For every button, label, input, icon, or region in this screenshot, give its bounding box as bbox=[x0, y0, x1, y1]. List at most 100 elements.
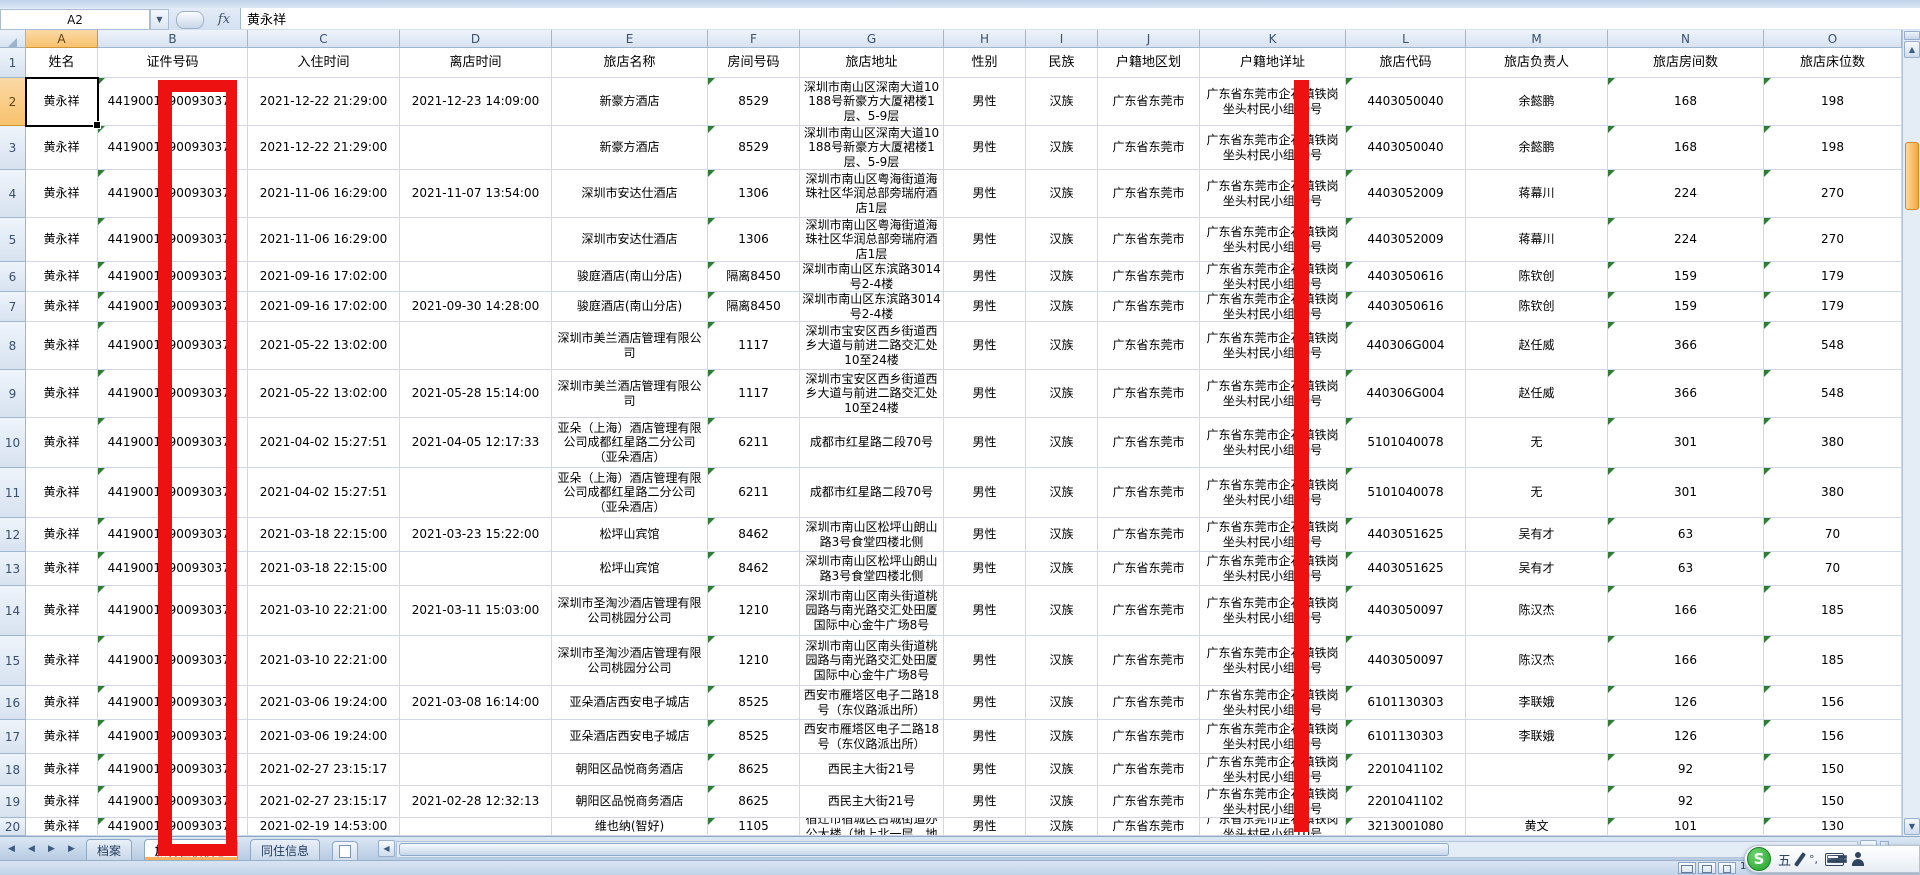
cell-H17[interactable]: 男性 bbox=[944, 720, 1026, 754]
cell-D7[interactable]: 2021-09-30 14:28:00 bbox=[400, 292, 552, 322]
cell-H9[interactable]: 男性 bbox=[944, 370, 1026, 418]
cell-M2[interactable]: 余懿鹏 bbox=[1466, 78, 1608, 126]
cell-D16[interactable]: 2021-03-08 16:14:00 bbox=[400, 686, 552, 720]
cell-H18[interactable]: 男性 bbox=[944, 754, 1026, 786]
cell-B14[interactable]: 44190019900930376 bbox=[98, 586, 248, 636]
scroll-left-icon[interactable]: ◀ bbox=[378, 840, 395, 857]
cell-F6[interactable]: 隔离8450 bbox=[708, 262, 800, 292]
cell-M18[interactable] bbox=[1466, 754, 1608, 786]
cell-C7[interactable]: 2021-09-16 17:02:00 bbox=[248, 292, 400, 322]
cell-O18[interactable]: 150 bbox=[1764, 754, 1902, 786]
cell-L18[interactable]: 2201041102 bbox=[1346, 754, 1466, 786]
cell-D13[interactable] bbox=[400, 552, 552, 586]
cell-N9[interactable]: 366 bbox=[1608, 370, 1764, 418]
column-header-I[interactable]: I bbox=[1026, 30, 1098, 48]
cell-H6[interactable]: 男性 bbox=[944, 262, 1026, 292]
row-header-14[interactable]: 14 bbox=[0, 586, 26, 636]
cell-H13[interactable]: 男性 bbox=[944, 552, 1026, 586]
sheet-tab-同住信息[interactable]: 同住信息 bbox=[250, 839, 321, 860]
cell-O19[interactable]: 150 bbox=[1764, 786, 1902, 818]
cell-N14[interactable]: 166 bbox=[1608, 586, 1764, 636]
cell-D10[interactable]: 2021-04-05 12:17:33 bbox=[400, 418, 552, 468]
row-header-2[interactable]: 2 bbox=[0, 78, 26, 126]
cell-A14[interactable]: 黄永祥 bbox=[26, 586, 98, 636]
cell-J9[interactable]: 广东省东莞市 bbox=[1098, 370, 1200, 418]
cell-G3[interactable]: 深圳市南山区深南大道10188号新豪方大厦裙楼1层、5-9层 bbox=[800, 126, 944, 170]
cell-B6[interactable]: 44190019900930376 bbox=[98, 262, 248, 292]
cell-N17[interactable]: 126 bbox=[1608, 720, 1764, 754]
page-layout-view-icon[interactable] bbox=[1698, 862, 1716, 874]
cell-E19[interactable]: 朝阳区品悦商务酒店 bbox=[552, 786, 708, 818]
vertical-scroll-thumb[interactable] bbox=[1905, 142, 1919, 210]
cell-B20[interactable]: 44190019900930376 bbox=[98, 818, 248, 836]
cell-H12[interactable]: 男性 bbox=[944, 518, 1026, 552]
cell-M12[interactable]: 吴有才 bbox=[1466, 518, 1608, 552]
row-header-16[interactable]: 16 bbox=[0, 686, 26, 720]
cell-D20[interactable] bbox=[400, 818, 552, 836]
cell-I18[interactable]: 汉族 bbox=[1026, 754, 1098, 786]
cell-M20[interactable]: 黄文 bbox=[1466, 818, 1608, 836]
cell-G20[interactable]: 宿迁市宿城区古城街道办公大楼（地上北一层、地 bbox=[800, 818, 944, 836]
cell-L13[interactable]: 4403051625 bbox=[1346, 552, 1466, 586]
cell-N15[interactable]: 166 bbox=[1608, 636, 1764, 686]
cell-J5[interactable]: 广东省东莞市 bbox=[1098, 218, 1200, 262]
cell-D4[interactable]: 2021-11-07 13:54:00 bbox=[400, 170, 552, 218]
cell-N10[interactable]: 301 bbox=[1608, 418, 1764, 468]
cell-E2[interactable]: 新豪方酒店 bbox=[552, 78, 708, 126]
cell-O13[interactable]: 70 bbox=[1764, 552, 1902, 586]
cell-H4[interactable]: 男性 bbox=[944, 170, 1026, 218]
cell-G5[interactable]: 深圳市南山区粤海街道海珠社区华润总部旁瑞府酒店1层 bbox=[800, 218, 944, 262]
column-header-C[interactable]: C bbox=[248, 30, 400, 48]
cell-M13[interactable]: 吴有才 bbox=[1466, 552, 1608, 586]
cell-F14[interactable]: 1210 bbox=[708, 586, 800, 636]
cell-J8[interactable]: 广东省东莞市 bbox=[1098, 322, 1200, 370]
cell-H20[interactable]: 男性 bbox=[944, 818, 1026, 836]
cell-A7[interactable]: 黄永祥 bbox=[26, 292, 98, 322]
cell-E14[interactable]: 深圳市圣淘沙酒店管理有限公司桃园分公司 bbox=[552, 586, 708, 636]
cell-G11[interactable]: 成都市红星路二段70号 bbox=[800, 468, 944, 518]
cell-L11[interactable]: 5101040078 bbox=[1346, 468, 1466, 518]
cell-I6[interactable]: 汉族 bbox=[1026, 262, 1098, 292]
cell-N7[interactable]: 159 bbox=[1608, 292, 1764, 322]
cell-C12[interactable]: 2021-03-18 22:15:00 bbox=[248, 518, 400, 552]
cell-C9[interactable]: 2021-05-22 13:02:00 bbox=[248, 370, 400, 418]
cell-D19[interactable]: 2021-02-28 12:32:13 bbox=[400, 786, 552, 818]
ime-mode-chinese[interactable]: 五 bbox=[1778, 853, 1792, 869]
cell-I5[interactable]: 汉族 bbox=[1026, 218, 1098, 262]
cell-B19[interactable]: 44190019900930376 bbox=[98, 786, 248, 818]
cell-E5[interactable]: 深圳市安达仕酒店 bbox=[552, 218, 708, 262]
cell-J20[interactable]: 广东省东莞市 bbox=[1098, 818, 1200, 836]
cell-B13[interactable]: 44190019900930376 bbox=[98, 552, 248, 586]
insert-worksheet-tab[interactable] bbox=[332, 841, 358, 860]
cell-C2[interactable]: 2021-12-22 21:29:00 bbox=[248, 78, 400, 126]
cell-L15[interactable]: 4403050097 bbox=[1346, 636, 1466, 686]
cell-J2[interactable]: 广东省东莞市 bbox=[1098, 78, 1200, 126]
cell-B18[interactable]: 44190019900930376 bbox=[98, 754, 248, 786]
column-header-B[interactable]: B bbox=[98, 30, 248, 48]
cell-E18[interactable]: 朝阳区品悦商务酒店 bbox=[552, 754, 708, 786]
vertical-scrollbar[interactable]: ▲ ▼ bbox=[1902, 30, 1920, 836]
row-header-7[interactable]: 7 bbox=[0, 292, 26, 322]
last-sheet-icon[interactable]: ▶ bbox=[68, 844, 75, 854]
horizontal-scroll-thumb[interactable] bbox=[399, 843, 1449, 856]
cell-K2[interactable]: 广东省东莞市企石镇铁岗坐头村民小组10号 bbox=[1200, 78, 1346, 126]
cell-E9[interactable]: 深圳市美兰酒店管理有限公司 bbox=[552, 370, 708, 418]
insert-function-icon[interactable]: fx bbox=[217, 11, 231, 27]
cell-N11[interactable]: 301 bbox=[1608, 468, 1764, 518]
cell-O9[interactable]: 548 bbox=[1764, 370, 1902, 418]
cell-F12[interactable]: 8462 bbox=[708, 518, 800, 552]
cell-H15[interactable]: 男性 bbox=[944, 636, 1026, 686]
cell-K18[interactable]: 广东省东莞市企石镇铁岗坐头村民小组10号 bbox=[1200, 754, 1346, 786]
row-header-11[interactable]: 11 bbox=[0, 468, 26, 518]
cell-A11[interactable]: 黄永祥 bbox=[26, 468, 98, 518]
cell-I10[interactable]: 汉族 bbox=[1026, 418, 1098, 468]
cell-B3[interactable]: 44190019900930376 bbox=[98, 126, 248, 170]
cell-H8[interactable]: 男性 bbox=[944, 322, 1026, 370]
cell-O8[interactable]: 548 bbox=[1764, 322, 1902, 370]
fill-handle[interactable] bbox=[93, 121, 101, 129]
column-header-H[interactable]: H bbox=[944, 30, 1026, 48]
cell-J15[interactable]: 广东省东莞市 bbox=[1098, 636, 1200, 686]
cell-E8[interactable]: 深圳市美兰酒店管理有限公司 bbox=[552, 322, 708, 370]
cell-F7[interactable]: 隔离8450 bbox=[708, 292, 800, 322]
cell-F19[interactable]: 8625 bbox=[708, 786, 800, 818]
